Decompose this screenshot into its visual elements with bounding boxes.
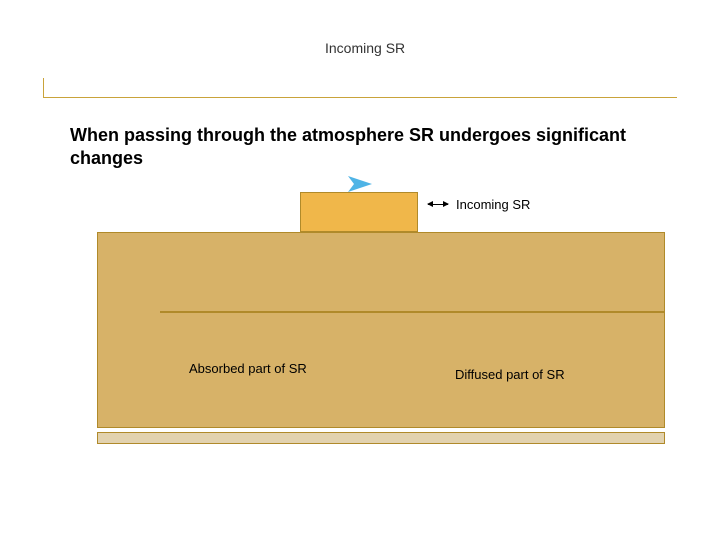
slide: Incoming SR When passing through the atm… — [0, 0, 720, 540]
subtitle-text: When passing through the atmosphere SR u… — [70, 124, 660, 169]
diffused-label: Diffused part of SR — [455, 367, 565, 382]
slide-title: Incoming SR — [325, 40, 405, 56]
header-rule-horizontal — [43, 97, 677, 98]
play-marker-icon — [346, 174, 374, 194]
incoming-block — [300, 192, 418, 232]
incoming-label: Incoming SR — [456, 197, 530, 212]
ground-strip — [97, 432, 665, 444]
absorbed-label: Absorbed part of SR — [189, 361, 307, 376]
mid-rule — [160, 311, 665, 313]
atmosphere-block — [97, 232, 665, 428]
double-arrow-icon — [428, 204, 448, 205]
header-rule-vertical — [43, 78, 44, 98]
